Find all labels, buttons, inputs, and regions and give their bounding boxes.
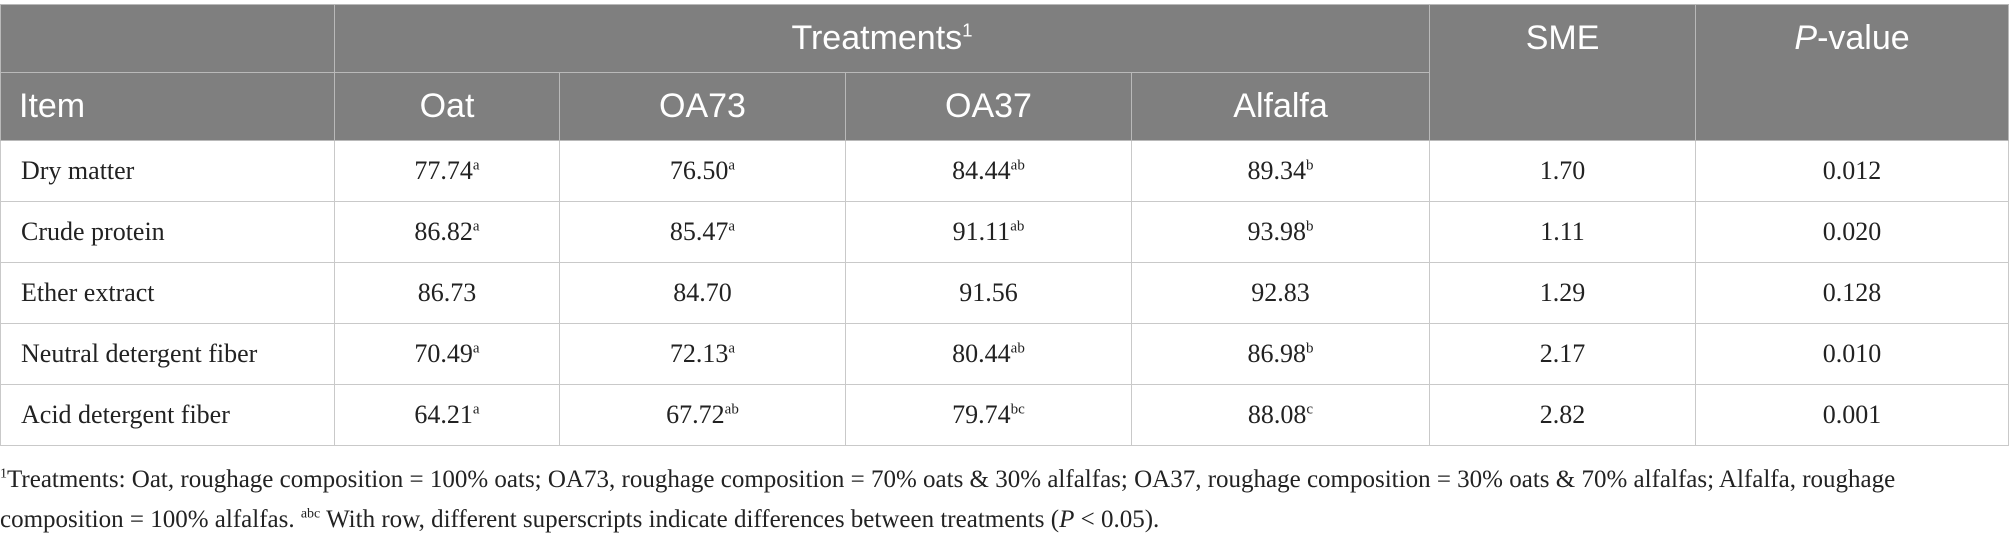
col-header-alfalfa: Alfalfa — [1130, 72, 1431, 141]
row-label: Dry matter — [0, 140, 335, 202]
table-body: Dry matter 77.74a 76.50a 84.44ab 89.34b … — [0, 140, 2009, 446]
table-cell: 70.49a — [334, 323, 560, 385]
pvalue-cell: 0.128 — [1695, 262, 2009, 324]
table-cell: 86.98b — [1130, 323, 1431, 385]
table-cell: 86.82a — [334, 201, 560, 263]
col-header-oa73: OA73 — [559, 72, 846, 141]
table-cell: 77.74a — [334, 140, 560, 202]
table-cell: 84.44ab — [845, 140, 1132, 202]
table-cell: 85.47a — [559, 201, 846, 263]
row-label: Crude protein — [0, 201, 335, 263]
digestibility-table: Treatments1 SME P-value Item Oat OA73 OA… — [0, 4, 2009, 446]
table-header: Treatments1 SME P-value Item Oat OA73 OA… — [0, 4, 2009, 141]
table-cell: 67.72ab — [559, 384, 846, 446]
table-cell: 91.56 — [845, 262, 1132, 324]
sme-cell: 1.70 — [1429, 140, 1697, 202]
table-cell: 88.08c — [1130, 384, 1431, 446]
col-header-oa37: OA37 — [845, 72, 1132, 141]
pvalue-header: P-value — [1695, 4, 2009, 141]
table-cell: 80.44ab — [845, 323, 1132, 385]
table-row: Ether extract 86.73 84.70 91.56 92.83 1.… — [0, 262, 2009, 324]
pvalue-cell: 0.010 — [1695, 323, 2009, 385]
table-row: Acid detergent fiber 64.21a 67.72ab 79.7… — [0, 384, 2009, 446]
table-cell: 84.70 — [559, 262, 846, 324]
table-cell: 89.34b — [1130, 140, 1431, 202]
sme-cell: 1.11 — [1429, 201, 1697, 263]
footnote-mark-abc: abc — [300, 506, 321, 522]
table-cell: 91.11ab — [845, 201, 1132, 263]
pvalue-cell: 0.012 — [1695, 140, 2009, 202]
sme-cell: 1.29 — [1429, 262, 1697, 324]
table-cell: 86.73 — [334, 262, 560, 324]
row-label: Ether extract — [0, 262, 335, 324]
footnote-text-2: With row, different superscripts indicat… — [320, 506, 1060, 533]
table-cell: 64.21a — [334, 384, 560, 446]
table-cell: 92.83 — [1130, 262, 1431, 324]
row-label: Acid detergent fiber — [0, 384, 335, 446]
pvalue-cell: 0.001 — [1695, 384, 2009, 446]
footnote-text-3: < 0.05). — [1074, 506, 1160, 533]
sme-header: SME — [1429, 4, 1697, 141]
table-footnote: 1Treatments: Oat, roughage composition =… — [0, 460, 2000, 540]
footnote-p-symbol: P — [1059, 506, 1075, 533]
table-row: Crude protein 86.82a 85.47a 91.11ab 93.9… — [0, 201, 2009, 263]
pvalue-cell: 0.020 — [1695, 201, 2009, 263]
table-row: Neutral detergent fiber 70.49a 72.13a 80… — [0, 323, 2009, 385]
sme-cell: 2.82 — [1429, 384, 1697, 446]
col-header-oat: Oat — [334, 72, 560, 141]
item-header: Item — [0, 72, 335, 141]
table-cell: 93.98b — [1130, 201, 1431, 263]
sme-cell: 2.17 — [1429, 323, 1697, 385]
table-cell: 79.74bc — [845, 384, 1132, 446]
footnote-mark: 1 — [962, 19, 973, 41]
row-label: Neutral detergent fiber — [0, 323, 335, 385]
header-corner — [0, 4, 335, 73]
header-row-top: Treatments1 SME P-value — [0, 4, 2009, 141]
table-cell: 72.13a — [559, 323, 846, 385]
footnote-text-1: Treatments: Oat, roughage composition = … — [0, 466, 1896, 533]
table-row: Dry matter 77.74a 76.50a 84.44ab 89.34b … — [0, 140, 2009, 202]
footnote-mark-1: 1 — [0, 466, 7, 482]
treatments-header: Treatments1 — [333, 4, 1431, 73]
header-row-bottom: Item Oat OA73 OA37 Alfalfa — [0, 72, 2009, 141]
table-cell: 76.50a — [559, 140, 846, 202]
